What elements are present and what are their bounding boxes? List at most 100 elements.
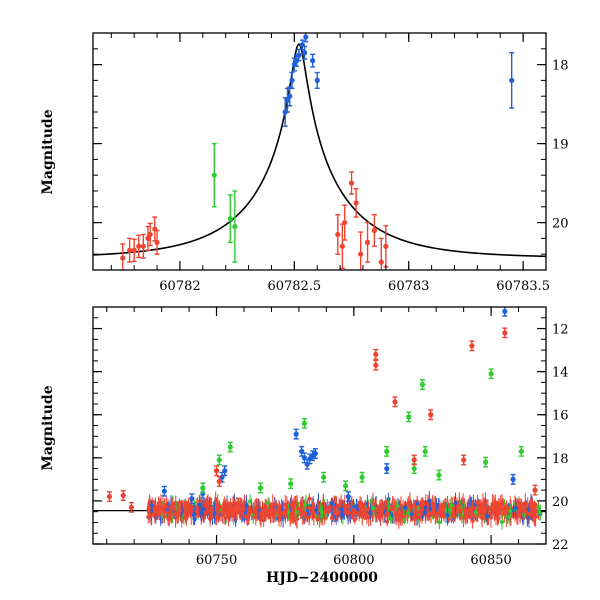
- baseline-point: [205, 501, 210, 506]
- baseline-point: [412, 503, 417, 508]
- data-point: [222, 468, 228, 474]
- baseline-point: [221, 508, 226, 513]
- baseline-point: [307, 515, 312, 520]
- baseline-point: [209, 506, 214, 511]
- data-point: [342, 220, 348, 226]
- baseline-point: [423, 505, 428, 510]
- data-point: [131, 247, 137, 253]
- baseline-point: [346, 504, 351, 509]
- baseline-point: [329, 501, 334, 506]
- data-point: [358, 251, 364, 257]
- baseline-point: [327, 505, 332, 510]
- baseline-point: [169, 512, 174, 517]
- baseline-point: [175, 514, 180, 519]
- x-tick-label: 60782.5: [267, 279, 321, 294]
- data-point: [373, 362, 379, 368]
- baseline-point: [302, 502, 307, 507]
- data-point: [284, 97, 291, 103]
- baseline-point: [192, 511, 197, 516]
- baseline-point: [146, 505, 151, 510]
- baseline-point: [491, 504, 496, 509]
- data-point: [120, 255, 126, 261]
- baseline-point: [272, 510, 277, 515]
- baseline-point: [482, 505, 487, 510]
- data-point: [288, 481, 294, 487]
- data-point: [359, 474, 365, 480]
- data-point: [147, 231, 153, 238]
- baseline-point: [189, 509, 194, 514]
- baseline-point: [440, 507, 445, 512]
- data-point: [502, 330, 508, 336]
- data-point: [422, 448, 428, 454]
- data-point: [532, 487, 538, 493]
- data-point: [289, 77, 295, 83]
- baseline-point: [172, 507, 177, 512]
- baseline-point: [224, 510, 229, 515]
- baseline-point: [226, 513, 231, 518]
- x-tick-label: 60850: [470, 553, 511, 568]
- data-point: [314, 77, 320, 83]
- baseline-point: [480, 516, 485, 521]
- baseline-point: [453, 500, 458, 505]
- data-point: [411, 465, 417, 472]
- baseline-point: [449, 503, 454, 508]
- baseline-point: [339, 507, 344, 512]
- baseline-point: [178, 508, 183, 513]
- baseline-point: [339, 512, 344, 517]
- baseline-point: [349, 500, 354, 505]
- baseline-point: [228, 502, 233, 507]
- y-tick-label: 16: [552, 409, 569, 424]
- baseline-point: [230, 513, 235, 518]
- data-point: [373, 351, 379, 357]
- data-point: [189, 496, 195, 502]
- baseline-point: [504, 508, 509, 513]
- data-point: [213, 468, 220, 474]
- data-point: [436, 472, 442, 478]
- baseline-point: [268, 510, 273, 515]
- baseline-point: [234, 511, 239, 516]
- baseline-point: [508, 509, 513, 514]
- baseline-point: [247, 508, 252, 513]
- baseline-point: [366, 507, 371, 512]
- data-point: [488, 371, 494, 377]
- data-point: [127, 247, 133, 253]
- data-point: [469, 343, 475, 349]
- baseline-point: [314, 507, 319, 512]
- baseline-point: [160, 506, 165, 511]
- baseline-point: [528, 511, 533, 516]
- baseline-point: [473, 510, 478, 515]
- baseline-point: [243, 514, 248, 519]
- y-tick-label: 22: [552, 538, 569, 553]
- baseline-point: [259, 510, 264, 515]
- baseline-point: [488, 515, 493, 520]
- baseline-point: [149, 503, 154, 508]
- data-point: [310, 58, 316, 64]
- baseline-point: [463, 507, 468, 512]
- data-point: [136, 243, 142, 249]
- data-point: [296, 52, 302, 58]
- data-point: [227, 216, 233, 222]
- baseline-point: [477, 507, 482, 512]
- baseline-point: [342, 503, 347, 508]
- data-point: [312, 450, 318, 457]
- baseline-point: [263, 513, 268, 518]
- baseline-point: [165, 511, 170, 516]
- baseline-point: [399, 510, 404, 515]
- baseline-point: [357, 513, 362, 518]
- baseline-point: [427, 498, 432, 503]
- data-point: [161, 488, 167, 494]
- data-point: [257, 485, 264, 491]
- baseline-point: [437, 520, 442, 525]
- baseline-point: [334, 511, 339, 516]
- baseline-point: [198, 511, 203, 516]
- data-point: [428, 412, 434, 418]
- data-point: [303, 34, 309, 40]
- y-tick-label: 14: [552, 366, 569, 381]
- baseline-point: [299, 501, 304, 506]
- baseline-point: [406, 511, 411, 516]
- data-point: [235, 500, 242, 506]
- plot-area: [93, 307, 546, 530]
- data-point: [140, 243, 146, 249]
- baseline-point: [431, 512, 436, 517]
